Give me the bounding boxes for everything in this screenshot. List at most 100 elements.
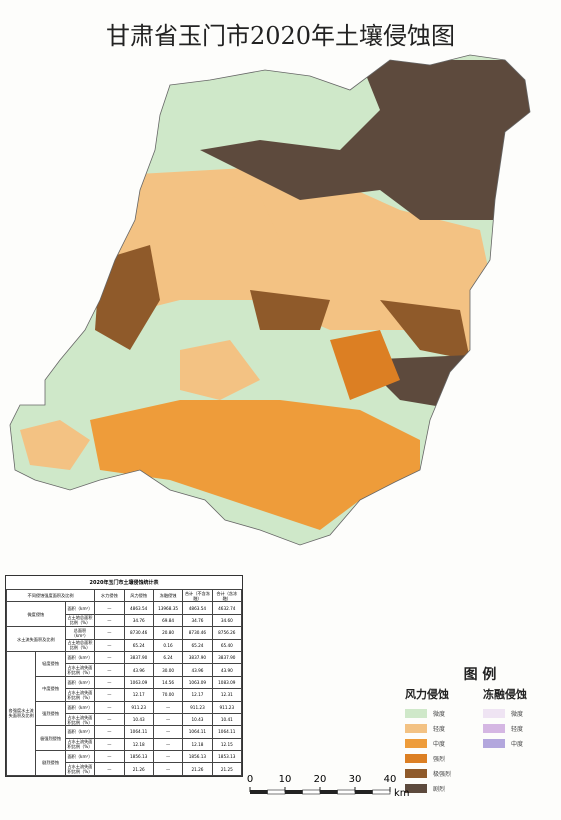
value-cell: 65.24 <box>123 638 154 652</box>
value-cell: 1083.09 <box>211 675 243 690</box>
value-cell: — <box>94 700 125 714</box>
scale-segment <box>320 790 338 794</box>
value-cell: 43.96 <box>123 663 154 677</box>
value-cell: 34.76 <box>123 613 154 628</box>
subsection-label: 剧烈侵蚀 <box>35 750 66 776</box>
legend-group-name: 风力侵蚀 <box>405 688 449 701</box>
scale-segment <box>337 789 356 795</box>
value-cell: — <box>94 626 125 640</box>
value-cell: 65.40 <box>211 638 243 652</box>
value-cell: 21.25 <box>211 762 243 776</box>
legend-swatch <box>405 709 427 718</box>
scale-segment <box>250 790 268 794</box>
header-cell: 合计（含冻融） <box>211 588 243 603</box>
value-cell: 911.23 <box>211 700 243 714</box>
value-cell: 21.26 <box>182 762 213 776</box>
value-cell: 10.41 <box>211 712 243 727</box>
value-cell: 1064.11 <box>182 725 213 739</box>
legend-item: 强烈 <box>405 751 451 766</box>
value-cell: — <box>94 650 125 665</box>
legend-label: 微度 <box>511 711 524 718</box>
value-cell: 12.17 <box>123 688 154 702</box>
subsection-label: 轻度侵蚀 <box>35 650 66 677</box>
table: 2020年玉门市土壤侵蚀统计表 不同侵蚀强度面积及比例 水力侵蚀 风力侵蚀 冻融侵蚀 合计… <box>5 576 243 776</box>
value-cell: — <box>94 663 125 677</box>
value-cell: 1063.09 <box>182 675 213 690</box>
boundary <box>9 54 531 546</box>
row: 占水土流失面积比例（%） —12.18—12.18 12.15 <box>7 737 243 752</box>
stats-table: 2020年玉门市土壤侵蚀统计表 不同侵蚀强度面积及比例 水力侵蚀 风力侵蚀 冻融侵蚀 合计… <box>5 575 243 777</box>
item-cell: 面积（km²） <box>64 700 96 714</box>
section-label: 各强度水土流失面积及比例 <box>5 650 37 776</box>
legend-item: 微度 <box>483 706 527 721</box>
row: 水土流失面积及比例 总面积（km²） —8730.46 20.80 8730.46 875… <box>6 626 243 652</box>
legend-item: 剧烈 <box>405 781 451 796</box>
value-cell: 8756.26 <box>211 626 243 640</box>
value-cell: — <box>94 750 125 764</box>
value-cell: 10.43 <box>182 712 213 727</box>
item-cell: 面积（km²） <box>64 650 96 665</box>
row: 占水土流失面积比例（%） —10.43—10.43 10.41 <box>7 712 243 727</box>
item-cell: 占水土流失面积比例（%） <box>64 663 96 677</box>
legend-group-name: 冻融侵蚀 <box>483 688 527 701</box>
legend-label: 中度 <box>511 741 524 748</box>
legend-label: 中度 <box>433 741 446 748</box>
value-cell: — <box>94 712 125 727</box>
legend-item: 中度 <box>405 736 451 751</box>
legend-item: 中度 <box>483 736 527 751</box>
item-cell: 占土地总面积比例（%） <box>64 638 96 652</box>
legend-swatch <box>405 769 427 778</box>
scale-tick-label: 40 <box>384 774 397 785</box>
row: 占水土流失面积比例（%） —43.96 30.00 43.96 43.90 <box>7 663 243 677</box>
value-cell: — <box>94 601 125 615</box>
header-cell: 水力侵蚀 <box>94 588 125 603</box>
value-cell: 911.23 <box>182 700 213 714</box>
row: 占水土流失面积比例（%） —21.26—21.26 21.25 <box>7 762 243 776</box>
value-cell: 10.43 <box>123 712 154 727</box>
value-cell: 8730.46 <box>182 626 213 640</box>
legend: 图 例 风力侵蚀 微度 轻度 中度 强烈 极强烈 剧烈 冻融侵蚀 微度 轻度 中度 <box>405 664 555 793</box>
item-cell: 占水土流失面积比例（%） <box>64 688 96 702</box>
value-cell: 43.96 <box>182 663 213 677</box>
legend-label: 轻度 <box>511 726 524 733</box>
legend-group: 冻融侵蚀微度轻度中度 <box>483 686 527 751</box>
row: 微度侵蚀 面积（km²） —4863.54 13968.35 4863.54 4632.7… <box>6 601 243 628</box>
item-cell: 面积（km²） <box>64 601 96 615</box>
legend-label: 强烈 <box>433 756 446 763</box>
row: 中度侵蚀 面积（km²） —1063.09 14.56 1063.09 1083.09 <box>7 675 243 702</box>
header-cell: 风力侵蚀 <box>123 588 154 603</box>
legend-swatch <box>405 739 427 748</box>
item-cell: 面积（km²） <box>64 675 96 690</box>
scale-tick-label: 30 <box>349 774 362 785</box>
scale-bar: 0 10 20 30 40 km <box>247 774 410 799</box>
subsection-label: 极强烈侵蚀 <box>35 725 66 752</box>
item-cell: 面积（km²） <box>64 725 96 739</box>
item-cell: 占土地总面积比例（%） <box>64 613 96 628</box>
header-cell: 冻融侵蚀 <box>152 588 184 603</box>
value-cell: 1856.13 <box>123 750 154 764</box>
legend-swatch <box>483 724 505 733</box>
value-cell: 43.90 <box>211 663 243 677</box>
item-cell: 占水土流失面积比例（%） <box>64 712 96 727</box>
header-cell: 合计（不含冻融） <box>182 588 213 603</box>
row: 强烈侵蚀 面积（km²） —911.23—911.23 911.23 <box>7 700 243 727</box>
value-cell: 65.24 <box>182 638 213 652</box>
value-cell: 14.56 <box>152 675 184 690</box>
value-cell: — <box>94 688 125 702</box>
value-cell: 6.24 <box>152 650 184 665</box>
table-title: 2020年玉门市土壤侵蚀统计表 <box>89 580 159 586</box>
value-cell: 20.80 <box>152 626 184 640</box>
value-cell: — <box>152 750 184 764</box>
scale-tick-label: 0 <box>247 774 253 785</box>
legend-swatch <box>405 724 427 733</box>
row: 占土地总面积比例（%） —34.76 69.84 34.76 34.60 <box>7 613 243 628</box>
value-cell: 69.84 <box>152 613 184 628</box>
value-cell: 1064.11 <box>123 725 154 739</box>
value-cell: 1856.13 <box>182 750 213 764</box>
value-cell: 12.18 <box>123 737 154 752</box>
scale-unit: km <box>394 788 410 799</box>
value-cell: 12.15 <box>211 737 243 752</box>
value-cell: — <box>152 737 184 752</box>
scale-segment <box>285 790 303 794</box>
map <box>9 54 531 546</box>
